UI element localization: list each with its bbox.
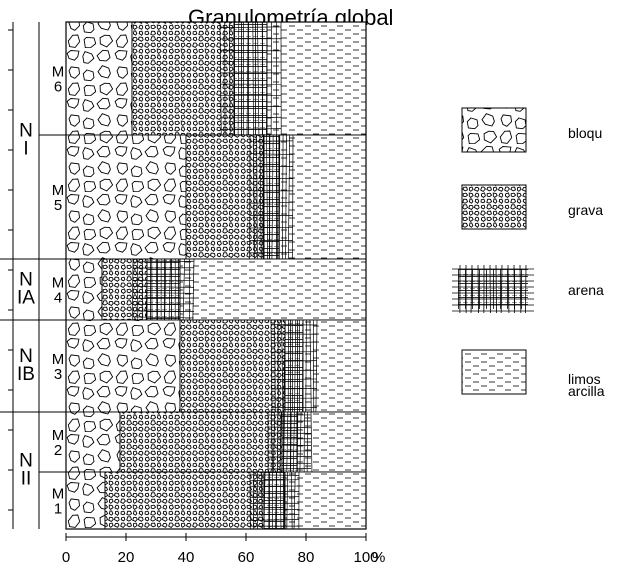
bar-silt-m1 xyxy=(284,471,367,530)
x-tick-label: 100 xyxy=(353,549,378,566)
legend-swatch-gravel xyxy=(461,184,527,230)
bar-gravel-m1 xyxy=(104,471,265,530)
bars xyxy=(65,21,367,530)
sand-texture-m5 xyxy=(249,134,294,260)
x-tick-label: 40 xyxy=(178,549,195,566)
bar-gravel-m5 xyxy=(185,134,265,260)
legend: bloqu grava arena limos arcilla xyxy=(452,107,605,399)
legend-label: bloqu xyxy=(568,125,602,141)
bar-blocks-m4 xyxy=(65,258,103,321)
x-tick-label: 80 xyxy=(298,549,315,566)
bar-blocks-m6 xyxy=(65,21,133,136)
sand-texture-m3 xyxy=(270,319,318,413)
legend-label: arena xyxy=(568,282,604,298)
bar-gravel-m2 xyxy=(119,411,283,473)
bar-gravel-m4 xyxy=(101,258,148,321)
bar-gravel-m3 xyxy=(179,319,286,413)
legend-swatch-silt xyxy=(461,349,527,395)
sand-texture-m4 xyxy=(131,258,195,321)
bar-blocks-m1 xyxy=(65,471,106,530)
legend-swatch-arena xyxy=(458,269,528,309)
x-tick-label: 0 xyxy=(62,549,70,566)
legend-label: limos arcilla xyxy=(568,371,605,399)
bar-blocks-m5 xyxy=(65,134,187,260)
x-tick-label: 60 xyxy=(238,549,255,566)
bar-silt-m4 xyxy=(179,258,367,321)
bar-blocks-m2 xyxy=(65,411,121,473)
bar-silt-m5 xyxy=(278,134,367,260)
sand-texture-m6 xyxy=(219,21,282,136)
legend-label: grava xyxy=(568,202,603,218)
bar-silt-m6 xyxy=(266,21,367,136)
x-unit-label: % xyxy=(372,549,385,566)
bar-blocks-m3 xyxy=(65,319,181,413)
bar-gravel-m6 xyxy=(131,21,235,136)
plot-frame xyxy=(65,21,367,530)
x-tick-label: 20 xyxy=(118,549,135,566)
legend-swatch-blocks xyxy=(461,107,527,153)
sand-texture-m2 xyxy=(267,411,313,473)
level-label: N IA xyxy=(17,270,35,309)
sand-texture-m1 xyxy=(249,471,300,530)
level-label: N IB xyxy=(17,346,35,385)
bar-silt-m2 xyxy=(296,411,367,473)
bar-sand-m6 xyxy=(233,21,268,136)
level-label: N II xyxy=(19,451,33,490)
